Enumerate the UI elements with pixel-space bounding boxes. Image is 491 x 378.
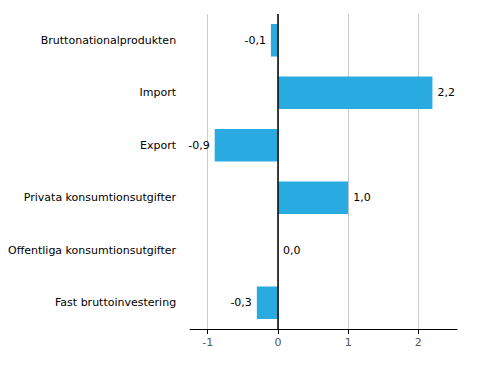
svg-text:1: 1 <box>345 336 352 349</box>
svg-text:-1: -1 <box>202 336 213 349</box>
svg-text:-0,9: -0,9 <box>188 139 209 152</box>
svg-text:Fast bruttoinvestering: Fast bruttoinvestering <box>55 296 176 309</box>
svg-text:2,2: 2,2 <box>437 86 455 99</box>
svg-text:2: 2 <box>415 336 422 349</box>
svg-text:0: 0 <box>274 336 281 349</box>
svg-text:Offentliga konsumtionsutgifter: Offentliga konsumtionsutgifter <box>8 244 177 257</box>
svg-text:Export: Export <box>140 139 177 152</box>
svg-text:Privata konsumtionsutgifter: Privata konsumtionsutgifter <box>24 191 177 204</box>
svg-text:Bruttonationalprodukten: Bruttonationalprodukten <box>41 34 176 47</box>
svg-text:-0,1: -0,1 <box>244 34 265 47</box>
svg-text:0,0: 0,0 <box>283 244 301 257</box>
svg-text:Import: Import <box>140 86 177 99</box>
svg-text:-0,3: -0,3 <box>230 296 251 309</box>
svg-text:1,0: 1,0 <box>353 191 371 204</box>
